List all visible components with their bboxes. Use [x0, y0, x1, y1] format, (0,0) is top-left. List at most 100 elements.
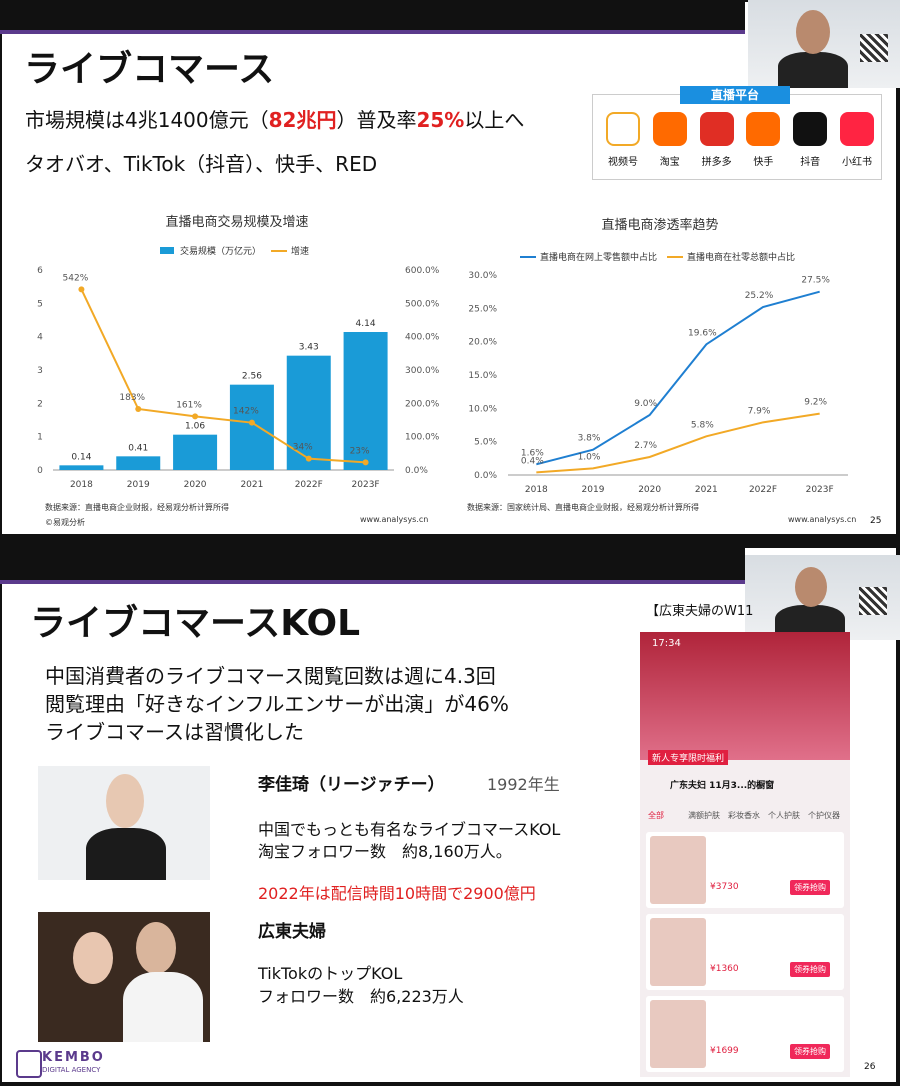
value-label: 3.8% — [578, 434, 601, 444]
y-tick-label: 5.0% — [474, 438, 497, 448]
line — [536, 412, 820, 474]
source-url: www.analysys.cn — [360, 515, 428, 524]
top-band — [0, 548, 745, 580]
text: 市場規模は4兆1400億元（ — [25, 108, 269, 132]
kol-highlight: 2022年は配信時間10時間で2900億円 — [258, 884, 536, 903]
x-tick-label: 2018 — [70, 480, 93, 490]
y-tick-label: 6 — [37, 266, 43, 276]
value-label: 0.4% — [521, 456, 544, 466]
y2-tick-label: 0.0% — [405, 466, 428, 476]
value-label: 2.7% — [634, 441, 657, 451]
x-tick-label: 2023F — [352, 480, 380, 490]
product-image — [650, 836, 706, 904]
highlight: 82兆円 — [268, 108, 337, 132]
value-label: 183% — [119, 393, 145, 403]
value-label: 142% — [233, 407, 259, 417]
phone-caption: 【広東夫婦のW11 — [646, 604, 754, 619]
source: 数据来源：国家统计局、直播电商企业财报，经易观分析计算所得 — [467, 502, 699, 512]
kol-name: 広東夫婦 — [258, 922, 326, 942]
y-tick-label: 0.0% — [474, 471, 497, 481]
line — [80, 288, 366, 464]
bar — [286, 355, 331, 470]
y-tick-label: 4 — [37, 333, 43, 343]
logo-mark — [16, 1050, 42, 1078]
accent-line — [0, 580, 745, 584]
product-image — [650, 918, 706, 986]
platform-icon — [746, 112, 781, 146]
source-url: www.analysys.cn — [788, 515, 856, 524]
bar — [229, 384, 274, 470]
y2-tick-label: 300.0% — [405, 366, 440, 376]
phone-banner: 新人专享限时福利 — [648, 750, 729, 765]
value-label: 25.2% — [745, 291, 774, 301]
x-tick-label: 2022F — [749, 485, 777, 495]
y-tick-label: 10.0% — [468, 404, 497, 414]
slide-title: ライブコマースKOL — [30, 603, 361, 644]
kol-line: フォロワー数 約6,223万人 — [258, 987, 464, 1006]
chart-title: 直播电商交易规模及增速 — [165, 214, 308, 230]
value-label: 7.9% — [748, 406, 771, 416]
y-tick-label: 5 — [37, 299, 43, 309]
bar — [116, 456, 161, 470]
bar — [343, 332, 388, 470]
value-label: 34% — [293, 443, 313, 453]
y2-tick-label: 600.0% — [405, 266, 440, 276]
y2-tick-label: 400.0% — [405, 333, 440, 343]
bar — [173, 434, 218, 470]
intro: 閲覧理由「好きなインフルエンサーが出演」が46% — [45, 692, 509, 716]
product-price: ¥3730 — [710, 882, 739, 892]
product-price: ¥1699 — [710, 1046, 739, 1056]
point — [192, 413, 199, 420]
legend-label: 交易规模（万亿元） — [180, 245, 261, 257]
phone-tab: 满额护肤 — [688, 811, 720, 820]
logo: KEMBO — [42, 1050, 105, 1065]
legend-swatch — [160, 247, 174, 254]
product-image — [650, 1000, 706, 1068]
platform-label: 拼多多 — [701, 157, 732, 168]
point — [78, 286, 85, 293]
value-label: 23% — [350, 446, 370, 456]
chart-title: 直播电商渗透率趋势 — [601, 217, 718, 233]
top-band — [0, 0, 745, 30]
page-number: 25 — [870, 516, 882, 526]
platform-label: 淘宝 — [659, 157, 680, 168]
bar-label: 3.43 — [299, 343, 319, 353]
value-label: 9.2% — [804, 398, 827, 408]
kol-line: 淘宝フォロワー数 約8,160万人。 — [258, 842, 512, 861]
x-tick-label: 2023F — [806, 485, 834, 495]
page-number: 26 — [864, 1062, 876, 1072]
kol-line: 中国でもっとも有名なライブコマースKOL — [258, 820, 561, 839]
phone-tab: 个人护肤 — [768, 811, 800, 820]
subline: タオバオ、TikTok（抖音）、快手、RED — [25, 152, 378, 176]
value-label: 5.8% — [691, 420, 714, 430]
legend-label: 直播电商在社零总额中占比 — [687, 251, 795, 263]
value-label: 9.0% — [634, 399, 657, 409]
bar — [59, 465, 104, 470]
platform-label: 快手 — [753, 157, 774, 168]
y-tick-label: 3 — [37, 366, 43, 376]
platform-icon — [793, 112, 828, 146]
logo-sub: DIGITAL AGENCY — [42, 1066, 101, 1074]
y2-tick-label: 500.0% — [405, 299, 440, 309]
x-tick-label: 2022F — [295, 480, 323, 490]
kol-born: 1992年生 — [487, 775, 560, 794]
y2-tick-label: 100.0% — [405, 433, 440, 443]
value-label: 161% — [176, 400, 202, 410]
kol-name: 李佳琦（リージァチー） — [258, 775, 445, 795]
y-tick-label: 0 — [37, 466, 43, 476]
webcam — [748, 0, 900, 88]
platform-label: 小红书 — [842, 157, 872, 168]
value-label: 1.6% — [521, 448, 544, 458]
y-tick-label: 1 — [37, 433, 43, 443]
x-tick-label: 2020 — [184, 480, 207, 490]
y-tick-label: 2 — [37, 399, 43, 409]
platform-title: 直播平台 — [680, 86, 790, 104]
phone-shop: 广东夫妇 11月3...的橱窗 — [670, 781, 775, 791]
point — [135, 406, 142, 412]
phone-tab: 全部 — [648, 811, 664, 820]
bar-label: 1.06 — [185, 422, 205, 432]
platform-box — [592, 94, 882, 180]
value-label: 1.0% — [578, 452, 601, 462]
legend-label: 直播电商在网上零售额中占比 — [540, 251, 657, 263]
